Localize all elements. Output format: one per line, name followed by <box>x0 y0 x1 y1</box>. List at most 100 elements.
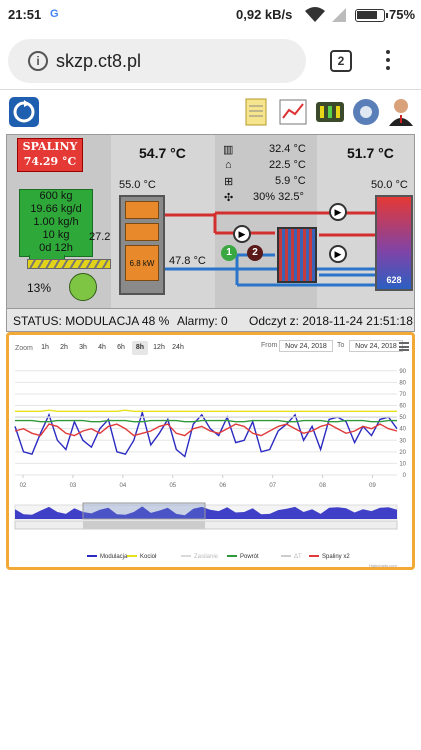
pump-icon: ▶ <box>329 203 347 221</box>
y-tick-label: 30 <box>399 438 406 444</box>
chart-plot: 0 10 20 30 40 50 60 70 80 90 02 03 04 05 06 07 08 09 <box>14 369 407 530</box>
chart-menu-icon[interactable] <box>399 342 409 351</box>
control-panel-icon[interactable] <box>314 96 346 128</box>
user-icon[interactable] <box>385 96 417 128</box>
series-line-powr-t <box>15 419 397 423</box>
y-tick-label: 80 <box>399 380 406 386</box>
legend-item[interactable]: Powrót <box>227 554 259 560</box>
legend-item[interactable]: Kocioł <box>127 554 156 560</box>
navigator-selection <box>82 502 206 520</box>
hopper-hourly-usage: 1.00 kg/h <box>33 216 79 228</box>
house-icon: ⌂ <box>225 159 232 171</box>
boiler-segment <box>125 201 159 219</box>
outdoor-temp: 5.9 °C <box>275 175 306 187</box>
legend-swatch <box>309 555 319 558</box>
hopper-reserve: 10 kg <box>42 229 70 241</box>
url-field[interactable]: i skzp.ct8.pl <box>8 39 306 83</box>
radiator-icon: ▥ <box>223 144 234 156</box>
tab-switcher-button[interactable]: 2 <box>330 50 352 72</box>
notes-icon[interactable] <box>240 96 272 128</box>
tank-temp: 50.0 °C <box>371 179 408 191</box>
zoom-button-6h[interactable]: 6h <box>117 344 125 351</box>
legend-item[interactable]: Modulacja <box>87 554 127 560</box>
browser-address-bar: i skzp.ct8.pl 2 <box>0 32 421 90</box>
y-tick-label: 60 <box>399 404 406 410</box>
boiler-temp: 54.7 °C <box>139 145 186 161</box>
y-tick-label: 40 <box>399 427 406 433</box>
series-line-spaliny-x2 <box>14 423 398 437</box>
wifi-icon <box>305 7 325 22</box>
hopper-remaining-time: 0d 12h <box>39 242 73 254</box>
hopper-daily-usage: 19.66 kg/d <box>30 203 82 215</box>
browser-menu-icon[interactable] <box>383 48 393 74</box>
legend-label: Zasilanie <box>194 554 219 560</box>
to-date-input[interactable]: Nov 24, 2018 <box>349 340 403 352</box>
zoom-button-24h[interactable]: 24h <box>172 344 184 351</box>
from-date-input[interactable]: Nov 24, 2018 <box>279 340 333 352</box>
info-icon[interactable]: i <box>28 51 48 71</box>
boiler-segment <box>125 223 159 241</box>
pump-icon: ▶ <box>233 225 251 243</box>
network-speed: 0,92 kB/s <box>236 7 293 22</box>
legend-item[interactable]: Spaliny x2 <box>309 554 350 560</box>
auger-feeder <box>27 259 111 269</box>
legend-item[interactable]: Zasilanie <box>181 554 218 560</box>
legend-label: Modulacja <box>100 554 128 560</box>
x-tick-label: 02 <box>20 483 27 489</box>
to-label: To <box>337 342 345 349</box>
app-toolbar <box>0 92 421 134</box>
boiler: 6.8 kW <box>119 195 165 295</box>
zoom-button-3h[interactable]: 3h <box>79 344 87 351</box>
history-chart: Zoom 1h 2h 3h 4h 6h 8h 12h 24h From Nov 24, 201… <box>6 332 415 570</box>
zoom-button-12h[interactable]: 12h <box>153 344 165 351</box>
heating-schema-panel: SPALINY 74.29 °C 600 kg 19.66 kg/d 1.00 … <box>6 134 415 310</box>
radiator-temp: 32.4 °C <box>269 143 306 155</box>
return-temp: 47.8 °C <box>169 255 206 267</box>
refresh-logo-icon[interactable] <box>8 96 40 128</box>
auger-value: 27.2 <box>89 231 111 243</box>
y-tick-label: 90 <box>399 369 406 375</box>
y-tick-label: 0 <box>403 473 407 479</box>
x-tick-label: 08 <box>319 483 326 489</box>
legend-item[interactable]: ΔT <box>281 554 302 560</box>
battery-icon <box>355 9 388 22</box>
legend-label: Spaliny x2 <box>322 554 350 560</box>
navigator-scrollbar <box>14 520 398 530</box>
y-tick-label: 50 <box>399 415 406 421</box>
status-text: STATUS: MODULACJA 48 % <box>13 314 170 328</box>
fan-values: 30% 32.5° <box>253 191 304 203</box>
flue-gas-temp: 74.29 °C <box>23 155 77 168</box>
motor-percent: 13% <box>27 281 52 295</box>
boiler-power: 6.8 kW <box>125 245 159 281</box>
series-line-kocio- <box>15 409 397 412</box>
navigator-scroll-thumb <box>83 521 205 529</box>
pump-icon: ▶ <box>329 245 347 263</box>
legend-label: Kocioł <box>140 554 157 560</box>
x-tick-label: 04 <box>120 483 127 489</box>
y-tick-label: 70 <box>399 392 406 398</box>
pump-1-badge: 1 <box>221 245 237 261</box>
battery-percent: 75% <box>389 7 416 22</box>
house-temp: 22.5 °C <box>269 159 306 171</box>
hot-water-tank: 628 <box>375 195 413 291</box>
chart-legend: Modulacja Kocioł Zasilanie Powrót ΔT Spaliny … <box>9 552 412 564</box>
zoom-button-2h[interactable]: 2h <box>60 344 68 351</box>
url-text[interactable]: skzp.ct8.pl <box>56 51 142 71</box>
zoom-button-1h[interactable]: 1h <box>41 344 49 351</box>
window-icon: ⊞ <box>224 176 234 188</box>
zoom-button-8h[interactable]: 8h <box>132 341 148 355</box>
zoom-button-4h[interactable]: 4h <box>98 344 106 351</box>
alarm-count: Alarmy: 0 <box>177 314 228 328</box>
flue-gas-indicator: SPALINY 74.29 °C <box>17 138 83 172</box>
signal-icon <box>332 8 346 22</box>
chart-icon[interactable] <box>277 96 309 128</box>
y-tick-label: 10 <box>399 461 406 467</box>
legend-swatch <box>227 555 237 558</box>
fuel-hopper: 600 kg 19.66 kg/d 1.00 kg/h 10 kg 0d 12h <box>19 189 93 257</box>
android-status-bar: 21:51 G 0,92 kB/s 75% <box>0 0 421 32</box>
clock: 21:51 <box>8 7 42 22</box>
pipes <box>157 211 375 287</box>
series-line-modulacja <box>14 409 398 458</box>
feeder-motor-icon <box>69 273 97 301</box>
settings-gear-icon[interactable] <box>350 96 382 128</box>
